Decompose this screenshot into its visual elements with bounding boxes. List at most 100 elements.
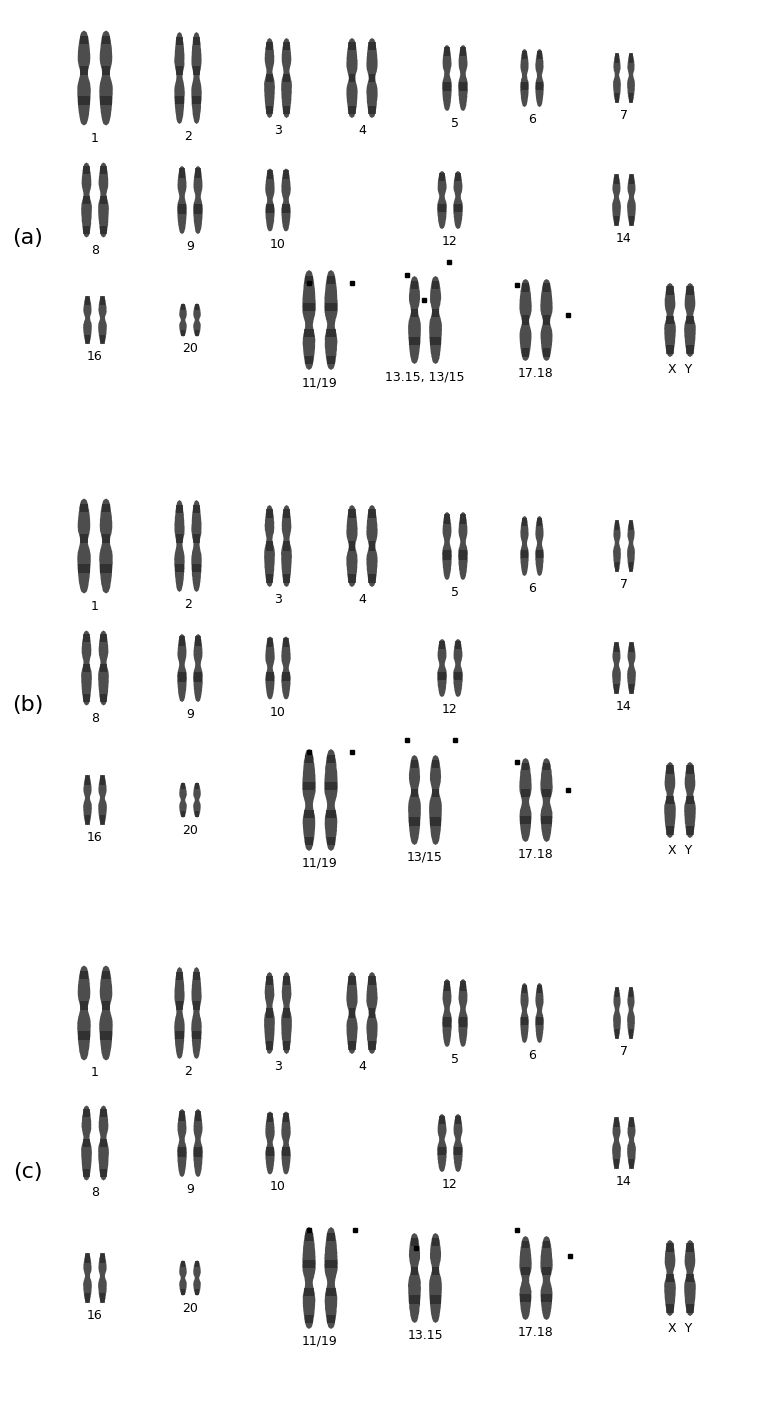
- Bar: [431, 760, 439, 768]
- Polygon shape: [535, 49, 544, 107]
- Polygon shape: [78, 30, 91, 126]
- Polygon shape: [437, 638, 447, 697]
- Bar: [439, 641, 445, 648]
- Polygon shape: [408, 276, 421, 364]
- Bar: [282, 74, 290, 83]
- Polygon shape: [98, 1252, 107, 1302]
- Bar: [266, 1147, 274, 1155]
- Polygon shape: [540, 1237, 553, 1319]
- Bar: [304, 810, 314, 818]
- Text: 10: 10: [270, 705, 286, 718]
- Bar: [455, 1115, 461, 1124]
- Bar: [460, 981, 466, 991]
- Polygon shape: [535, 516, 544, 575]
- Bar: [265, 541, 273, 551]
- Bar: [102, 36, 110, 44]
- Bar: [267, 170, 273, 178]
- Bar: [629, 563, 633, 571]
- Text: 20: 20: [182, 343, 198, 356]
- Bar: [283, 975, 289, 985]
- Text: 8: 8: [91, 244, 99, 257]
- Bar: [521, 348, 529, 357]
- Bar: [83, 1170, 90, 1177]
- Bar: [102, 66, 109, 74]
- Bar: [431, 281, 439, 288]
- Bar: [282, 673, 290, 681]
- Bar: [629, 643, 634, 653]
- Polygon shape: [175, 31, 185, 124]
- Bar: [629, 684, 634, 694]
- Text: 12: 12: [442, 236, 458, 248]
- Bar: [535, 1017, 543, 1025]
- Bar: [614, 174, 619, 184]
- Text: 14: 14: [616, 231, 632, 246]
- Bar: [439, 1115, 445, 1124]
- Bar: [327, 1234, 335, 1241]
- Bar: [195, 330, 199, 336]
- Polygon shape: [281, 39, 292, 119]
- Bar: [444, 981, 450, 991]
- Polygon shape: [265, 169, 275, 231]
- Bar: [194, 204, 203, 214]
- Text: 14: 14: [616, 1175, 632, 1188]
- Bar: [629, 1117, 634, 1127]
- Polygon shape: [664, 1240, 676, 1317]
- Bar: [85, 775, 90, 784]
- Bar: [629, 216, 634, 226]
- Bar: [283, 1114, 289, 1122]
- Bar: [193, 506, 199, 514]
- Text: 4: 4: [358, 1060, 366, 1072]
- Polygon shape: [540, 758, 553, 843]
- Bar: [305, 276, 314, 284]
- Bar: [176, 37, 183, 46]
- Bar: [327, 755, 335, 763]
- Bar: [100, 166, 107, 174]
- Bar: [667, 346, 674, 354]
- Bar: [178, 1147, 186, 1157]
- Bar: [195, 169, 201, 177]
- Polygon shape: [264, 506, 275, 587]
- Bar: [85, 334, 90, 344]
- Polygon shape: [282, 169, 291, 231]
- Bar: [438, 671, 446, 680]
- Polygon shape: [179, 1261, 187, 1295]
- Polygon shape: [429, 276, 442, 364]
- Bar: [521, 518, 527, 526]
- Bar: [100, 334, 106, 344]
- Text: 13.15, 13/15: 13.15, 13/15: [385, 370, 465, 383]
- Bar: [304, 330, 314, 337]
- Bar: [629, 174, 634, 184]
- Bar: [175, 564, 184, 573]
- Text: 3: 3: [274, 124, 282, 137]
- Bar: [520, 817, 531, 824]
- Bar: [83, 634, 90, 643]
- Bar: [409, 337, 420, 346]
- Bar: [100, 564, 112, 573]
- Polygon shape: [346, 506, 358, 587]
- Bar: [667, 1274, 674, 1282]
- Bar: [305, 1234, 314, 1241]
- Polygon shape: [458, 513, 468, 580]
- Bar: [542, 1241, 550, 1248]
- Polygon shape: [613, 53, 621, 103]
- Bar: [430, 817, 441, 825]
- Bar: [542, 283, 550, 291]
- Bar: [179, 1111, 185, 1121]
- Polygon shape: [458, 46, 468, 111]
- Polygon shape: [627, 53, 635, 103]
- Bar: [629, 987, 633, 997]
- Bar: [283, 106, 289, 114]
- Bar: [432, 788, 438, 797]
- Text: 7: 7: [620, 109, 628, 121]
- Polygon shape: [78, 498, 91, 594]
- Bar: [686, 1274, 694, 1282]
- Text: 6: 6: [528, 583, 536, 595]
- Bar: [439, 173, 445, 181]
- Bar: [327, 837, 335, 845]
- Bar: [193, 37, 199, 46]
- Bar: [460, 514, 466, 524]
- Bar: [349, 541, 355, 551]
- Bar: [442, 1017, 452, 1027]
- Polygon shape: [684, 763, 696, 838]
- Polygon shape: [520, 982, 529, 1042]
